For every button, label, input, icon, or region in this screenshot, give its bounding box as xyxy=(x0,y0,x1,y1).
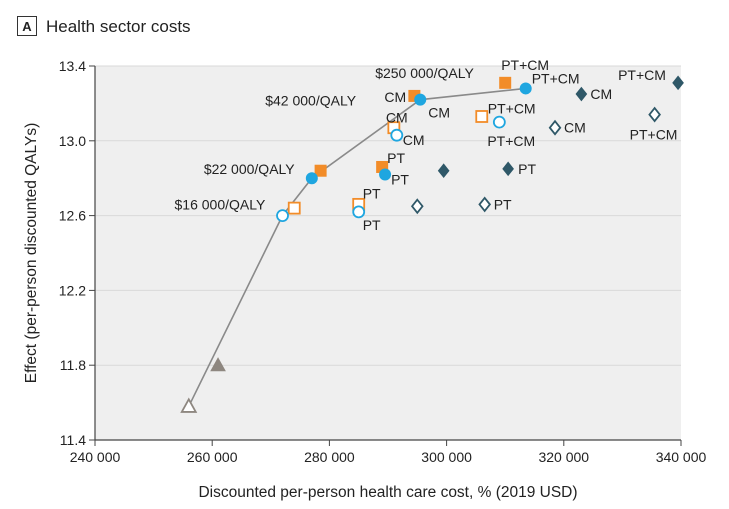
point-label: PT+CM xyxy=(630,127,678,143)
y-tick-label: 11.8 xyxy=(60,357,86,373)
point-label: PT+CM xyxy=(488,100,536,116)
point-circle xyxy=(492,115,506,129)
point-label: CM xyxy=(564,120,586,136)
point-circle xyxy=(379,168,392,181)
point-label: PT xyxy=(363,185,381,201)
x-tick-label: 240 000 xyxy=(70,449,121,465)
y-tick-label: 12.2 xyxy=(59,282,86,298)
point-label: PT+CM xyxy=(532,70,580,86)
point-label: PT+CM xyxy=(618,67,666,83)
x-axis-title: Discounted per-person health care cost, … xyxy=(198,484,577,501)
point-circle xyxy=(352,205,366,219)
point-triangle xyxy=(210,357,226,372)
point-label: PT xyxy=(494,196,512,212)
point-square xyxy=(314,164,327,177)
point-circle xyxy=(390,128,404,142)
point-circle xyxy=(414,93,427,106)
point-diamond xyxy=(548,119,562,136)
x-tick-label: 340 000 xyxy=(656,449,707,465)
point-label: PT+CM xyxy=(487,133,535,149)
y-axis-title: Effect (per-person discounted QALYs) xyxy=(23,123,40,383)
point-square xyxy=(475,110,489,123)
point-circle xyxy=(519,82,532,95)
point-square xyxy=(287,201,301,215)
panel-letter-box: A xyxy=(17,16,37,36)
point-diamond xyxy=(437,163,450,179)
point-circle xyxy=(276,209,289,223)
y-tick-label: 13.4 xyxy=(59,58,86,74)
icer-annotation: $22 000/QALY xyxy=(204,161,295,177)
point-diamond xyxy=(672,75,684,91)
point-label: CM xyxy=(386,110,408,126)
chart-title: Health sector costs xyxy=(46,17,191,36)
point-diamond xyxy=(410,198,424,215)
x-tick-label: 260 000 xyxy=(187,449,238,465)
y-tick-label: 13.0 xyxy=(59,133,86,149)
point-diamond xyxy=(478,196,492,213)
point-diamond xyxy=(648,106,661,123)
point-triangle xyxy=(180,397,198,413)
point-label: PT xyxy=(391,171,409,187)
icer-annotation: $250 000/QALY xyxy=(375,65,474,81)
icer-annotation: $16 000/QALY xyxy=(175,197,266,213)
point-circle xyxy=(305,172,318,185)
point-diamond xyxy=(502,161,514,177)
x-tick-label: 300 000 xyxy=(421,449,472,465)
x-tick-label: 320 000 xyxy=(538,449,589,465)
data-points xyxy=(180,75,684,413)
x-tick-label: 280 000 xyxy=(304,449,355,465)
point-diamond xyxy=(575,86,588,102)
point-square xyxy=(499,76,512,89)
y-tick-label: 11.4 xyxy=(60,432,86,448)
annotations: $16 000/QALY $22 000/QALY $42 000/QALY $250… xyxy=(175,65,475,213)
icer-annotation: $42 000/QALY xyxy=(265,93,356,109)
point-label: CM xyxy=(384,89,406,105)
point-label: CM xyxy=(403,132,425,148)
point-label: CM xyxy=(590,86,612,102)
point-label: CM xyxy=(428,105,450,121)
point-label: PT xyxy=(387,150,405,166)
point-label: PT xyxy=(363,217,381,233)
y-tick-label: 12.6 xyxy=(59,208,86,224)
axes: 11.4 11.8 12.2 12.6 13.0 13.4 240 000 260 000 28… xyxy=(59,58,707,465)
point-label: PT+CM xyxy=(501,57,549,73)
point-label: PT xyxy=(518,161,536,177)
